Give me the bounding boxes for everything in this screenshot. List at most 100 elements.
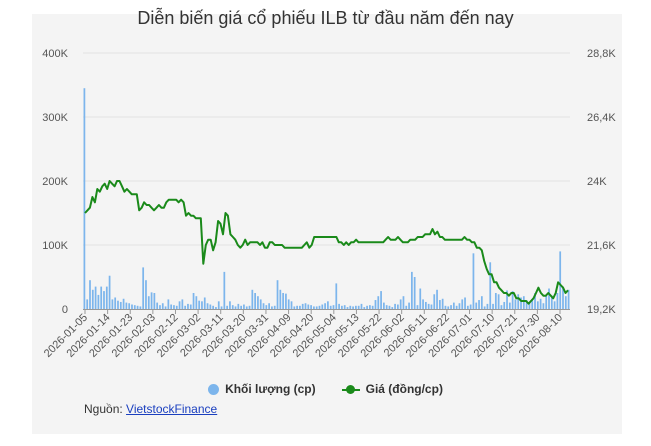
source-note: Nguồn: VietstockFinance: [84, 402, 217, 416]
volume-bar: [181, 299, 184, 309]
volume-bar: [360, 303, 363, 309]
volume-bar: [83, 88, 86, 309]
volume-bar: [562, 286, 564, 309]
right-tick-label: 21,6K: [587, 240, 616, 252]
volume-bar: [220, 306, 223, 309]
volume-bar: [466, 305, 469, 309]
volume-bar: [399, 299, 402, 309]
volume-bar: [559, 251, 562, 309]
volume-bar: [189, 304, 192, 309]
volume-bar: [285, 293, 287, 309]
volume-bar: [89, 280, 91, 309]
volume-bar: [315, 306, 318, 309]
volume-bar: [276, 280, 279, 309]
source-label: Nguồn:: [84, 402, 123, 416]
volume-bar: [520, 297, 522, 309]
volume-bar: [271, 306, 273, 309]
volume-bar: [231, 305, 234, 309]
volume-bar: [452, 302, 455, 309]
volume-bar: [136, 305, 139, 309]
volume-bar: [480, 296, 483, 309]
volume-bar: [455, 305, 458, 309]
volume-bar: [245, 306, 248, 309]
right-tick-label: 24K: [587, 176, 607, 188]
left-tick-label: 100K: [42, 240, 68, 252]
left-tick-label: 400K: [42, 48, 68, 60]
volume-bar: [475, 302, 478, 309]
volume-bar: [458, 303, 461, 309]
volume-bar: [369, 305, 371, 309]
left-tick-label: 300K: [42, 112, 68, 124]
volume-bar: [91, 289, 94, 309]
volume-bar: [119, 301, 122, 309]
volume-bar: [346, 307, 349, 309]
volume-bar: [352, 306, 354, 309]
volume-bar: [539, 298, 542, 309]
volume-bar: [226, 305, 229, 309]
volume-bar: [500, 305, 503, 309]
volume-bar: [553, 301, 556, 309]
volume-bar: [192, 293, 195, 309]
volume-bar: [142, 267, 145, 309]
volume-bar: [254, 293, 256, 309]
volume-bar: [447, 306, 450, 309]
volume-bar: [489, 262, 492, 309]
volume-bar: [410, 271, 413, 309]
volume-bar: [528, 302, 531, 309]
volume-bar: [531, 299, 534, 309]
volume-bar: [234, 306, 237, 309]
volume-bar: [450, 305, 452, 309]
volume-bar: [321, 304, 324, 309]
volume-bar: [327, 301, 329, 309]
right-tick-label: 19,2K: [587, 304, 616, 316]
volume-bar: [273, 305, 276, 309]
volume-bar: [209, 304, 212, 309]
source-link[interactable]: VietstockFinance: [126, 402, 218, 416]
volume-bar: [391, 307, 394, 309]
volume-bar: [133, 305, 136, 309]
volume-bar: [145, 280, 147, 309]
volume-bar: [464, 297, 466, 309]
volume-bar: [251, 289, 254, 309]
volume-bar: [416, 305, 419, 309]
volume-bar: [444, 305, 447, 309]
legend: Khối lượng (cp) Giá (đồng/cp): [0, 382, 651, 396]
volume-bar: [117, 300, 119, 309]
volume-bar: [128, 303, 131, 309]
volume-bar: [86, 299, 89, 309]
volume-bar: [105, 286, 108, 309]
volume-bar: [324, 303, 326, 309]
volume-bar: [147, 296, 150, 309]
volume-bar: [173, 305, 175, 309]
volume-bar: [461, 299, 464, 309]
volume-bar: [492, 303, 494, 309]
volume-bar: [433, 294, 436, 309]
volume-bar: [293, 306, 296, 309]
legend-item-price[interactable]: Giá (đồng/cp): [341, 382, 443, 396]
volume-bar: [545, 294, 548, 309]
legend-item-volume[interactable]: Khối lượng (cp): [208, 382, 316, 396]
volume-bar: [506, 290, 508, 309]
legend-label-price: Giá (đồng/cp): [365, 382, 443, 396]
volume-bar: [156, 302, 159, 309]
volume-bar: [343, 305, 346, 309]
volume-bar: [338, 303, 340, 309]
volume-bar: [122, 298, 125, 309]
volume-bar: [307, 304, 310, 309]
volume-bar: [184, 305, 187, 309]
volume-bar: [377, 296, 380, 309]
volume-bar: [237, 303, 240, 309]
volume-bar: [108, 275, 111, 309]
volume-bar: [243, 304, 245, 309]
volume-bar: [402, 296, 405, 309]
volume-bar: [114, 297, 117, 309]
volume-bar: [268, 303, 270, 309]
volume-bar: [240, 305, 243, 309]
volume-bar: [301, 303, 304, 309]
volume-bar: [349, 305, 352, 309]
volume-bar: [517, 294, 520, 309]
volume-bar: [525, 300, 528, 309]
volume-bar: [374, 300, 377, 309]
volume-bar: [422, 299, 424, 309]
volume-bar: [511, 291, 514, 309]
